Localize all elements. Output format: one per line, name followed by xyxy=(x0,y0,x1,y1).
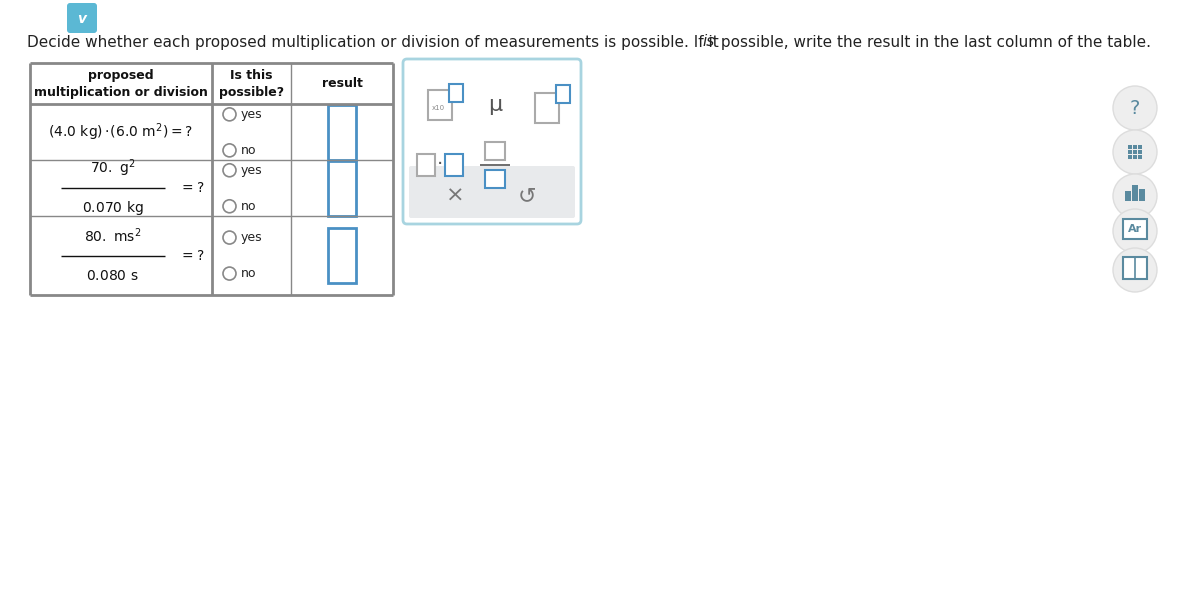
Text: Is this
possible?: Is this possible? xyxy=(218,68,284,99)
Bar xyxy=(1133,145,1136,148)
Bar xyxy=(485,170,505,188)
Bar xyxy=(1133,149,1136,154)
Text: x10: x10 xyxy=(432,105,444,111)
Bar xyxy=(1139,189,1145,201)
Text: possible, write the result in the last column of the table.: possible, write the result in the last c… xyxy=(716,34,1151,50)
Text: $(4.0\ \mathrm{kg})\cdot\!\left(6.0\ \mathrm{m}^{2}\right) = ?$: $(4.0\ \mathrm{kg})\cdot\!\left(6.0\ \ma… xyxy=(48,122,193,143)
Text: Ar: Ar xyxy=(1128,224,1142,234)
Bar xyxy=(428,90,452,120)
Bar xyxy=(328,105,356,160)
Bar xyxy=(1123,257,1147,279)
Text: yes: yes xyxy=(241,231,263,244)
Text: no: no xyxy=(241,200,257,213)
Bar xyxy=(1138,154,1141,159)
FancyBboxPatch shape xyxy=(403,59,581,224)
Text: yes: yes xyxy=(241,108,263,121)
Bar xyxy=(449,84,463,102)
Text: yes: yes xyxy=(241,164,263,177)
FancyBboxPatch shape xyxy=(409,166,575,218)
Bar xyxy=(556,85,570,103)
Text: $= ?$: $= ?$ xyxy=(179,249,204,263)
Text: no: no xyxy=(241,267,257,280)
Text: v: v xyxy=(78,12,86,26)
Text: $\mathregular{70.\ g}^{2}$: $\mathregular{70.\ g}^{2}$ xyxy=(90,157,136,179)
Bar xyxy=(445,154,463,176)
Bar xyxy=(1126,191,1132,201)
Bar xyxy=(1138,145,1141,148)
Text: μ: μ xyxy=(488,95,502,115)
Circle shape xyxy=(1114,86,1157,130)
Bar xyxy=(1128,149,1132,154)
Bar xyxy=(1133,154,1136,159)
Text: ·: · xyxy=(437,155,443,174)
Bar xyxy=(535,93,559,123)
Text: $\mathregular{0.070\ kg}$: $\mathregular{0.070\ kg}$ xyxy=(82,199,144,217)
Circle shape xyxy=(1114,248,1157,292)
Text: ×: × xyxy=(445,186,464,206)
FancyBboxPatch shape xyxy=(67,3,97,33)
Bar xyxy=(1128,145,1132,148)
Circle shape xyxy=(1114,130,1157,174)
Bar xyxy=(1123,219,1147,239)
Bar xyxy=(485,142,505,160)
Text: no: no xyxy=(241,144,257,157)
Bar xyxy=(328,161,356,216)
Text: Decide whether each proposed multiplication or division of measurements is possi: Decide whether each proposed multiplicat… xyxy=(28,34,724,50)
Text: ?: ? xyxy=(1130,99,1140,117)
Text: is: is xyxy=(702,34,714,50)
Text: $= ?$: $= ?$ xyxy=(179,182,204,195)
Bar xyxy=(1132,185,1138,201)
Bar xyxy=(418,154,436,176)
Text: $\mathregular{80.\ ms}^{2}$: $\mathregular{80.\ ms}^{2}$ xyxy=(84,226,142,245)
Circle shape xyxy=(1114,174,1157,218)
Bar xyxy=(1138,149,1141,154)
Text: result: result xyxy=(322,77,362,90)
Circle shape xyxy=(1114,209,1157,253)
Bar xyxy=(328,228,356,283)
Text: proposed
multiplication or division: proposed multiplication or division xyxy=(34,68,208,99)
Text: ↺: ↺ xyxy=(517,186,536,206)
Text: $\mathregular{0.080\ s}$: $\mathregular{0.080\ s}$ xyxy=(86,269,139,283)
Bar xyxy=(1128,154,1132,159)
